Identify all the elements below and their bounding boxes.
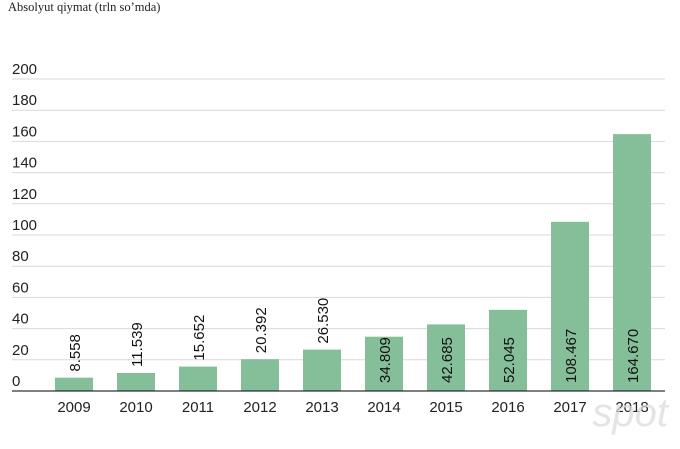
bar [179,366,217,391]
y-tick-label: 40 [12,311,29,328]
bar [489,309,527,391]
x-tick-label: 2014 [367,399,400,416]
y-tick-label: 180 [12,92,37,109]
bar [427,324,465,391]
x-tick-label: 2011 [182,399,214,416]
data-label: 26.530 [315,298,332,344]
y-axis-title: Absolyut qiymat (trln so’mda) [8,0,160,14]
y-tick-label: 120 [12,186,37,203]
y-tick-label: 160 [12,123,37,140]
x-tick-label: 2018 [615,399,648,416]
data-label: 108.467 [563,329,580,383]
x-tick-labels: 2009 2010 2011 2012 2013 2014 2015 2016 2017 2018 [57,399,648,416]
y-tick-label: 80 [12,248,29,265]
x-tick-label: 2016 [491,399,524,416]
data-label: 8.558 [67,334,84,372]
y-tick-label: 0 [12,373,20,390]
y-tick-label: 60 [12,279,29,296]
bar [303,349,341,391]
bar [365,336,403,391]
x-tick-label: 2017 [553,399,586,416]
data-label: 20.392 [253,307,270,353]
bar [55,377,93,391]
y-tick-labels: 0 20 40 60 80 100 120 140 160 180 200 [12,61,37,390]
bar [117,372,155,391]
data-label: 15.652 [191,315,208,361]
watermark-logo: spot [592,391,669,435]
x-tick-label: 2009 [57,399,90,416]
y-tick-label: 100 [12,217,37,234]
y-tick-label: 20 [12,342,29,359]
data-label: 52.045 [501,337,518,383]
bar [551,221,589,391]
x-tick-label: 2010 [119,399,152,416]
y-tick-label: 140 [12,155,37,172]
data-labels: 8.558 11.539 15.652 20.392 26.530 34.809 42.68… [67,298,642,383]
x-tick-label: 2013 [305,399,338,416]
data-label: 34.809 [377,337,394,383]
data-label: 11.539 [129,322,146,367]
x-tick-label: 2015 [429,399,462,416]
x-tick-label: 2012 [243,399,276,416]
bar [613,134,651,391]
y-tick-label: 200 [12,61,37,78]
bar [241,359,279,391]
data-label: 164.670 [625,329,642,383]
data-label: 42.685 [439,337,456,383]
bars [55,134,651,391]
gridlines [12,78,665,361]
